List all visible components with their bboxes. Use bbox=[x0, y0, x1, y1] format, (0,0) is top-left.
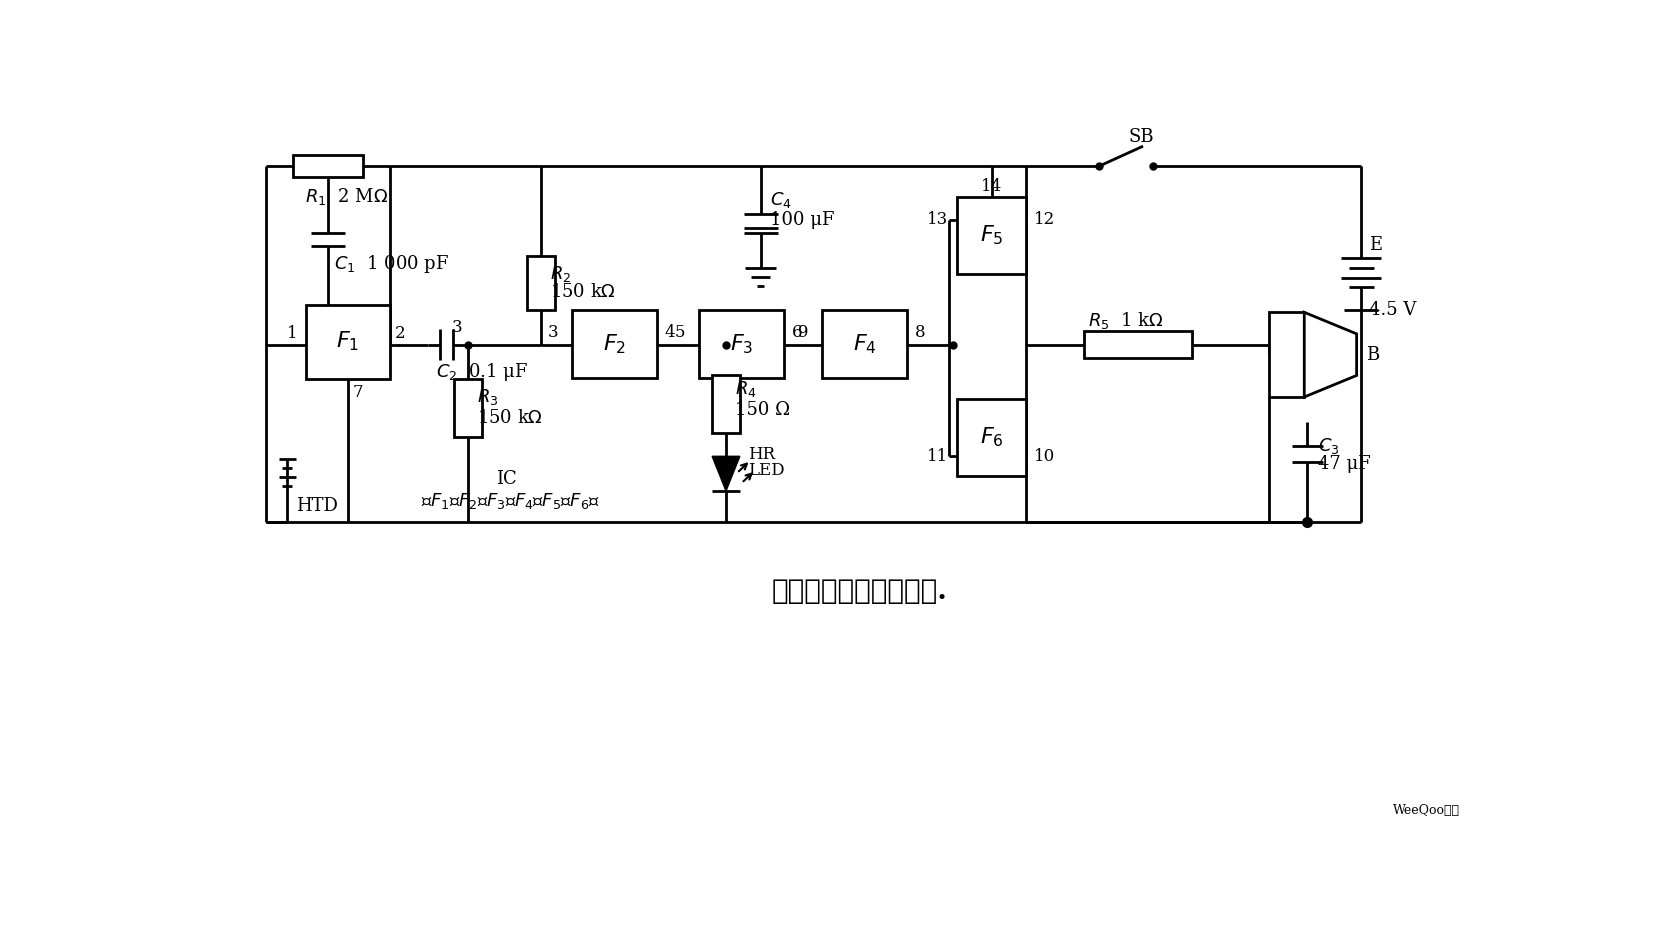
Text: 10: 10 bbox=[1034, 448, 1055, 465]
Text: IC: IC bbox=[497, 471, 517, 489]
Text: B: B bbox=[1366, 346, 1379, 364]
Text: WeeQoo推库: WeeQoo推库 bbox=[1393, 804, 1460, 817]
Polygon shape bbox=[711, 456, 740, 491]
Text: 11: 11 bbox=[926, 448, 948, 465]
Text: 6: 6 bbox=[792, 324, 802, 341]
Text: ·: · bbox=[394, 336, 403, 359]
Text: 4.5 V: 4.5 V bbox=[1369, 301, 1416, 319]
Text: 47 μF: 47 μF bbox=[1319, 455, 1371, 473]
Bar bbox=[822, 310, 906, 378]
Text: 150 Ω: 150 Ω bbox=[735, 402, 790, 420]
Text: 100 μF: 100 μF bbox=[770, 211, 834, 229]
Bar bbox=[700, 310, 784, 378]
Bar bbox=[956, 399, 1027, 475]
Bar bbox=[1084, 331, 1191, 359]
Text: $R_1$  2 M$\Omega$: $R_1$ 2 M$\Omega$ bbox=[305, 187, 388, 207]
Text: $F_6$: $F_6$ bbox=[980, 425, 1003, 449]
Text: 150 k$\Omega$: 150 k$\Omega$ bbox=[550, 283, 616, 301]
Text: $F_2$: $F_2$ bbox=[602, 332, 626, 356]
Text: 13: 13 bbox=[926, 211, 948, 228]
Text: $R_3$: $R_3$ bbox=[477, 387, 498, 407]
Bar bbox=[1269, 313, 1304, 397]
Text: $R_4$: $R_4$ bbox=[735, 380, 757, 400]
Text: 14: 14 bbox=[982, 177, 1002, 194]
Bar bbox=[294, 155, 362, 177]
Text: 1: 1 bbox=[287, 326, 297, 343]
Text: HTD: HTD bbox=[297, 497, 339, 515]
Text: 8: 8 bbox=[915, 324, 925, 341]
Bar bbox=[455, 380, 482, 437]
Text: SB: SB bbox=[1129, 128, 1154, 146]
Bar bbox=[956, 197, 1027, 274]
Text: 3: 3 bbox=[547, 324, 559, 341]
Text: 声光显示的听诊器电路.: 声光显示的听诊器电路. bbox=[772, 578, 948, 604]
Text: 3: 3 bbox=[451, 319, 463, 336]
Text: 5: 5 bbox=[675, 324, 685, 341]
Text: $C_3$: $C_3$ bbox=[1319, 437, 1339, 456]
Text: $F_1$: $F_1$ bbox=[336, 330, 359, 353]
Text: $F_3$: $F_3$ bbox=[730, 332, 753, 356]
Text: $C_2$  0.1 μF: $C_2$ 0.1 μF bbox=[436, 362, 529, 384]
Text: 7: 7 bbox=[352, 384, 362, 401]
Text: 2: 2 bbox=[394, 326, 406, 343]
Text: 12: 12 bbox=[1034, 211, 1055, 228]
Text: $R_2$: $R_2$ bbox=[550, 264, 572, 284]
Text: （$F_1$、$F_2$、$F_3$、$F_4$、$F_5$、$F_6$）: （$F_1$、$F_2$、$F_3$、$F_4$、$F_5$、$F_6$） bbox=[421, 491, 601, 511]
Text: 150 k$\Omega$: 150 k$\Omega$ bbox=[477, 409, 544, 427]
Text: $R_5$  1 k$\Omega$: $R_5$ 1 k$\Omega$ bbox=[1087, 310, 1163, 331]
Bar bbox=[711, 375, 740, 433]
Text: HR: HR bbox=[748, 446, 775, 463]
Text: $C_1$  1 000 pF: $C_1$ 1 000 pF bbox=[334, 253, 450, 275]
Bar bbox=[527, 256, 555, 310]
Text: $F_4$: $F_4$ bbox=[852, 332, 876, 356]
Polygon shape bbox=[1304, 313, 1356, 397]
Bar bbox=[307, 305, 389, 379]
Text: E: E bbox=[1369, 236, 1383, 254]
Text: LED: LED bbox=[748, 461, 784, 478]
Text: 4: 4 bbox=[664, 324, 675, 341]
Text: $F_5$: $F_5$ bbox=[980, 223, 1003, 247]
Text: 9: 9 bbox=[797, 324, 809, 341]
Bar bbox=[572, 310, 656, 378]
Text: $C_4$: $C_4$ bbox=[770, 190, 792, 210]
